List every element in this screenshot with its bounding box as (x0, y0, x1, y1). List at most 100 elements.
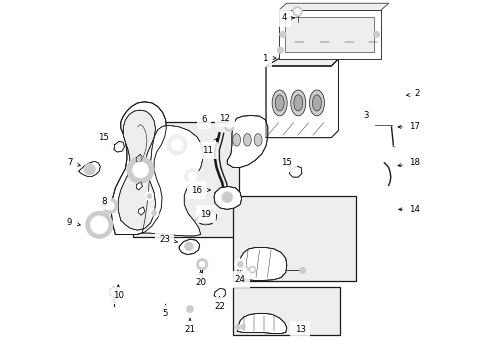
Polygon shape (142, 126, 203, 236)
Bar (233, 287, 339, 335)
Text: 11: 11 (202, 138, 217, 155)
Circle shape (243, 268, 246, 271)
Circle shape (240, 324, 245, 329)
Text: 6: 6 (201, 115, 206, 124)
Circle shape (199, 211, 212, 224)
Text: 20: 20 (195, 271, 206, 287)
Polygon shape (237, 314, 286, 333)
Circle shape (250, 268, 254, 271)
Circle shape (145, 192, 153, 201)
Circle shape (167, 135, 187, 155)
Text: 10: 10 (113, 285, 123, 300)
Circle shape (188, 172, 196, 181)
Bar (278, 10, 380, 59)
Text: 14: 14 (398, 205, 420, 214)
Text: 15: 15 (98, 133, 114, 144)
Circle shape (199, 261, 204, 267)
Bar (132, 122, 239, 237)
Circle shape (184, 168, 200, 184)
Polygon shape (227, 116, 267, 167)
Circle shape (248, 266, 255, 273)
Text: 9: 9 (67, 218, 80, 227)
Ellipse shape (275, 95, 284, 111)
Circle shape (151, 211, 156, 216)
Ellipse shape (309, 90, 324, 116)
Ellipse shape (312, 95, 321, 111)
Circle shape (222, 192, 232, 203)
Polygon shape (265, 59, 338, 138)
Ellipse shape (232, 134, 240, 146)
Circle shape (241, 266, 248, 273)
Text: 17: 17 (397, 122, 420, 131)
Ellipse shape (290, 90, 305, 116)
Circle shape (292, 6, 302, 17)
Ellipse shape (293, 95, 302, 111)
Polygon shape (118, 110, 155, 230)
Polygon shape (114, 141, 124, 152)
Circle shape (226, 124, 231, 129)
Circle shape (196, 258, 207, 270)
Circle shape (85, 211, 113, 238)
Circle shape (147, 194, 152, 198)
Circle shape (90, 216, 108, 234)
Polygon shape (109, 287, 118, 297)
Circle shape (277, 47, 283, 53)
Text: 24: 24 (234, 271, 245, 284)
Circle shape (203, 215, 208, 221)
Text: 3: 3 (363, 111, 368, 120)
Circle shape (224, 121, 234, 131)
Circle shape (102, 198, 118, 214)
Polygon shape (136, 182, 142, 190)
Circle shape (186, 306, 193, 313)
Circle shape (105, 202, 114, 210)
Text: 4: 4 (281, 13, 294, 22)
Circle shape (184, 242, 193, 251)
Circle shape (126, 156, 154, 184)
Polygon shape (278, 3, 388, 10)
Circle shape (132, 162, 148, 178)
Text: 18: 18 (397, 158, 420, 167)
Text: 7: 7 (67, 158, 80, 167)
Polygon shape (196, 211, 216, 225)
Polygon shape (111, 102, 166, 234)
Polygon shape (265, 59, 338, 66)
Circle shape (235, 324, 240, 329)
Text: 13: 13 (294, 325, 305, 334)
Circle shape (149, 208, 159, 218)
Circle shape (83, 163, 95, 175)
Circle shape (234, 259, 245, 270)
Ellipse shape (271, 90, 286, 116)
Polygon shape (289, 166, 301, 177)
Ellipse shape (254, 134, 262, 146)
Text: 8: 8 (101, 197, 106, 206)
Text: 2: 2 (406, 89, 420, 98)
Text: 16: 16 (191, 185, 210, 194)
Circle shape (140, 176, 146, 182)
Circle shape (299, 267, 305, 274)
Ellipse shape (243, 134, 251, 146)
Circle shape (372, 31, 379, 38)
Circle shape (183, 303, 196, 316)
Polygon shape (237, 247, 286, 280)
Text: 19: 19 (200, 210, 211, 219)
Circle shape (171, 139, 183, 150)
Polygon shape (139, 207, 144, 215)
Circle shape (279, 31, 285, 38)
Text: 5: 5 (163, 304, 168, 318)
Polygon shape (179, 239, 199, 255)
Text: 23: 23 (159, 235, 177, 244)
Circle shape (237, 261, 243, 267)
Polygon shape (136, 154, 142, 163)
Text: 15: 15 (281, 158, 292, 167)
Bar (233, 196, 355, 281)
Polygon shape (214, 288, 225, 298)
Circle shape (138, 174, 148, 185)
Circle shape (294, 9, 300, 14)
Text: 22: 22 (213, 296, 224, 311)
Text: 12: 12 (219, 114, 230, 123)
Text: 1: 1 (262, 54, 275, 63)
Polygon shape (79, 161, 100, 176)
Text: 21: 21 (184, 318, 195, 334)
Polygon shape (214, 186, 241, 210)
Bar (285, 17, 373, 52)
